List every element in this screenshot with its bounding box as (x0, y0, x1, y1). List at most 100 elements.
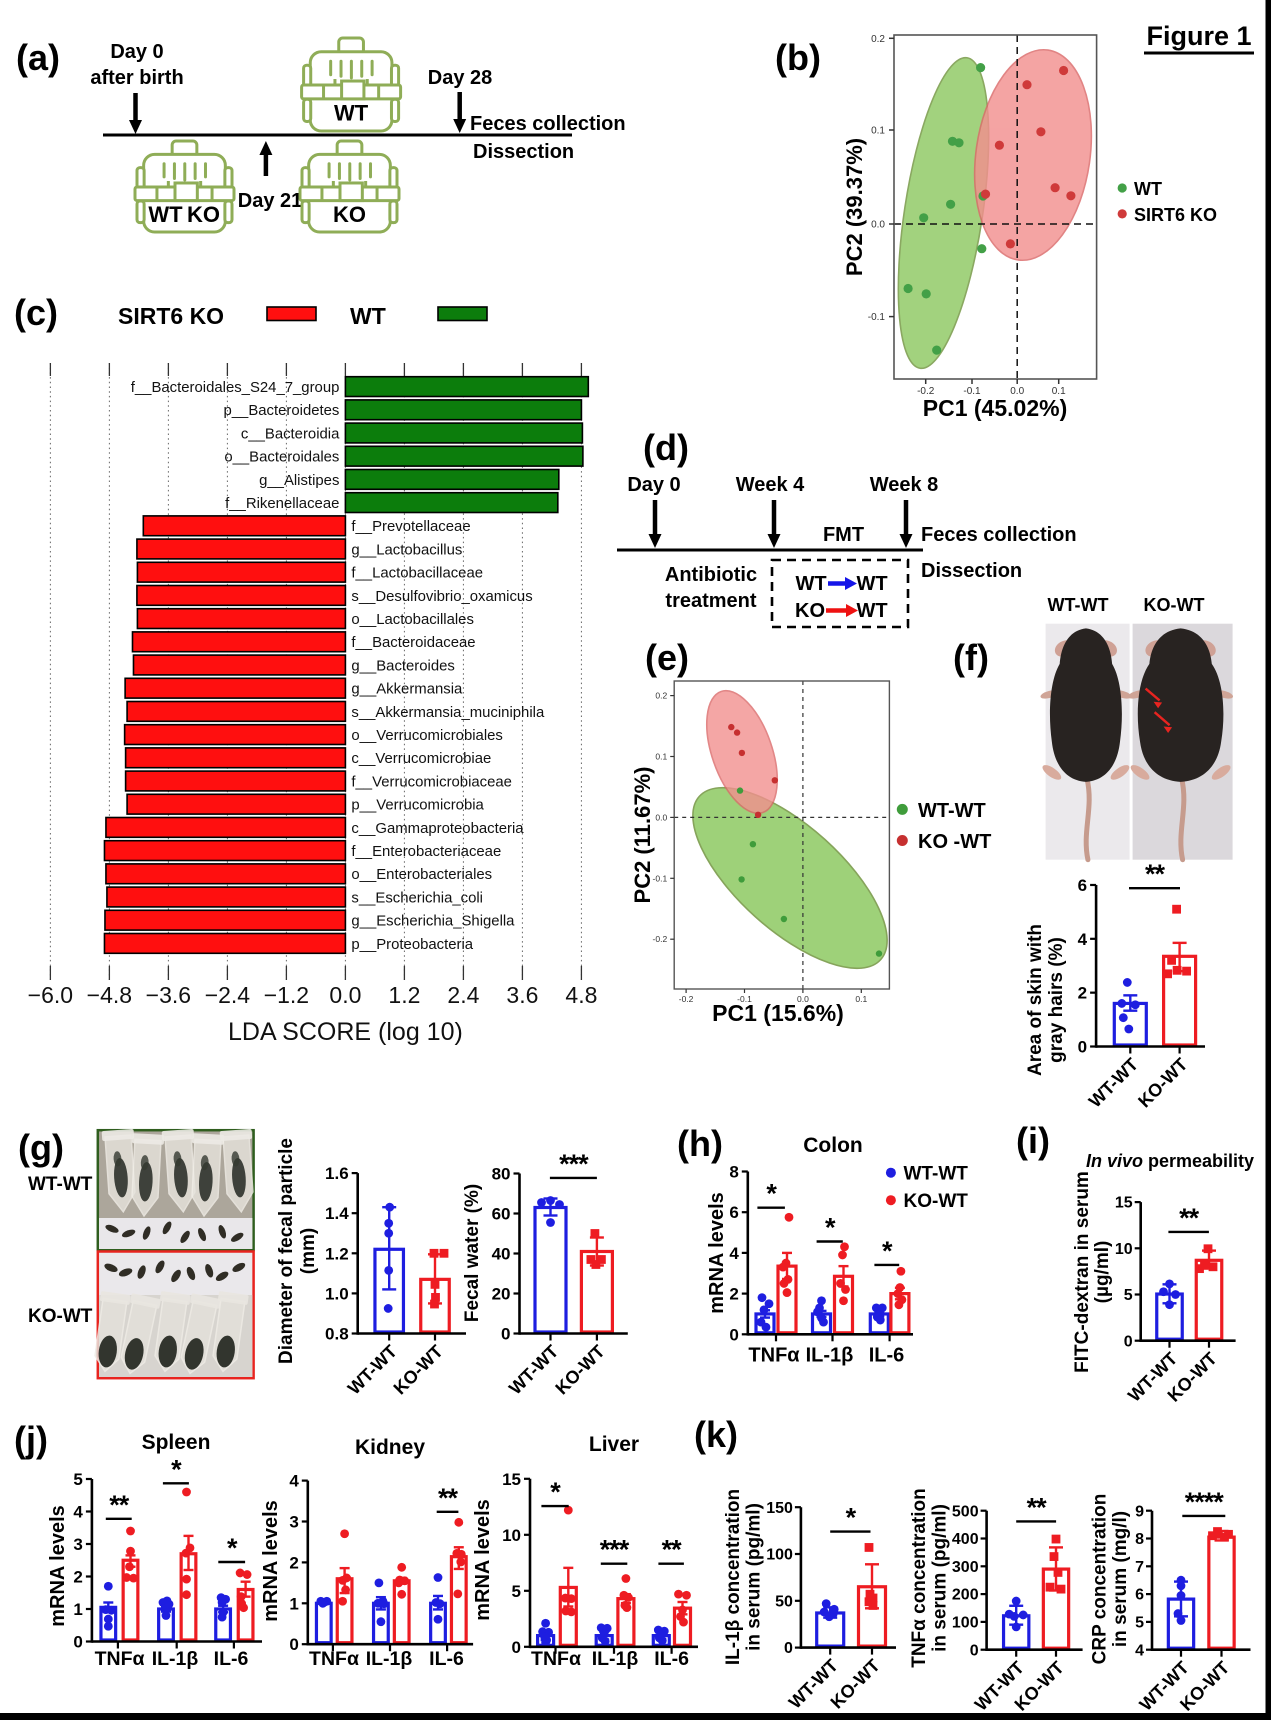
svg-text:Day 0: Day 0 (110, 41, 163, 63)
svg-text:WT-WT: WT-WT (1048, 595, 1109, 615)
svg-text:Diameter of fecal particle: Diameter of fecal particle (276, 1138, 297, 1364)
svg-text:Dissection: Dissection (473, 141, 574, 163)
svg-text:TNFα: TNFα (531, 1648, 581, 1670)
svg-text:10: 10 (1115, 1241, 1133, 1258)
svg-text:KO: KO (187, 202, 220, 227)
svg-text:TNFα: TNFα (748, 1344, 800, 1366)
svg-text:c__Gammaproteobacteria: c__Gammaproteobacteria (351, 821, 524, 837)
svg-text:(µg/ml): (µg/ml) (1092, 1241, 1113, 1304)
svg-text:(c): (c) (14, 292, 58, 333)
svg-text:treatment: treatment (665, 590, 756, 612)
svg-text:0: 0 (1124, 1333, 1133, 1350)
svg-text:p__Bacteroidetes: p__Bacteroidetes (223, 403, 339, 419)
svg-text:150: 150 (766, 1500, 793, 1517)
svg-text:15: 15 (1115, 1195, 1133, 1212)
svg-text:−6.0: −6.0 (28, 982, 73, 1008)
svg-text:o__Enterobacteriales: o__Enterobacteriales (351, 867, 492, 883)
svg-text:****: **** (1185, 1487, 1225, 1517)
svg-text:-0.2: -0.2 (917, 386, 935, 397)
svg-text:WT-WT: WT-WT (918, 800, 986, 822)
svg-text:KO-WT: KO-WT (1144, 595, 1205, 615)
svg-text:o__Bacteroidales: o__Bacteroidales (224, 450, 339, 466)
svg-text:**: ** (662, 1535, 683, 1565)
svg-text:0: 0 (501, 1324, 510, 1343)
svg-text:Kidney: Kidney (355, 1436, 425, 1459)
svg-text:10: 10 (502, 1526, 521, 1545)
svg-text:s__Akkermansia_muciniphila: s__Akkermansia_muciniphila (351, 705, 545, 721)
svg-text:Feces collection: Feces collection (921, 524, 1077, 546)
svg-text:IL-1β concentration: IL-1β concentration (723, 1489, 744, 1665)
svg-text:0.8: 0.8 (325, 1324, 349, 1343)
svg-text:WT: WT (1134, 179, 1162, 199)
svg-text:3: 3 (289, 1512, 298, 1531)
svg-text:f__Bacteroidaceae: f__Bacteroidaceae (351, 635, 475, 651)
svg-text:WT: WT (148, 202, 183, 227)
svg-text:IL-6: IL-6 (429, 1648, 464, 1670)
svg-text:0: 0 (289, 1635, 298, 1654)
svg-text:f__Lactobacillaceae: f__Lactobacillaceae (351, 566, 483, 582)
svg-text:-0.2: -0.2 (653, 934, 668, 944)
svg-text:Figure 1: Figure 1 (1146, 21, 1251, 51)
svg-text:0.0: 0.0 (1010, 386, 1024, 397)
svg-text:3: 3 (73, 1535, 82, 1554)
svg-text:4: 4 (1078, 930, 1088, 949)
svg-text:20: 20 (492, 1284, 511, 1303)
svg-text:Feces collection: Feces collection (470, 113, 626, 135)
svg-text:400: 400 (952, 1531, 979, 1548)
svg-text:IL-1β: IL-1β (592, 1648, 639, 1670)
svg-text:0.0: 0.0 (655, 812, 667, 822)
svg-text:6: 6 (729, 1203, 738, 1222)
svg-text:in serum (pg/ml): in serum (pg/ml) (744, 1503, 765, 1651)
svg-text:*: * (550, 1477, 561, 1507)
svg-text:WT: WT (856, 600, 887, 622)
svg-text:WT: WT (856, 573, 887, 595)
svg-text:o__Lactobacillales: o__Lactobacillales (351, 612, 474, 628)
svg-text:WT-WT: WT-WT (904, 1164, 969, 1185)
svg-text:50: 50 (775, 1593, 793, 1610)
svg-text:0.0: 0.0 (797, 994, 809, 1004)
svg-text:0.1: 0.1 (1052, 386, 1066, 397)
svg-text:1: 1 (289, 1594, 298, 1613)
svg-text:100: 100 (952, 1615, 979, 1632)
svg-text:80: 80 (492, 1164, 511, 1183)
svg-text:1.0: 1.0 (325, 1284, 349, 1303)
svg-text:4: 4 (729, 1244, 739, 1263)
svg-text:200: 200 (952, 1587, 979, 1604)
svg-text:IL-6: IL-6 (869, 1344, 905, 1366)
svg-text:Dissection: Dissection (921, 560, 1022, 582)
svg-text:Spleen: Spleen (142, 1431, 211, 1454)
svg-text:−3.6: −3.6 (146, 982, 191, 1008)
svg-text:(i): (i) (1016, 1120, 1050, 1161)
svg-text:g__Escherichia_Shigella: g__Escherichia_Shigella (351, 914, 515, 930)
svg-text:(h): (h) (677, 1123, 723, 1164)
svg-text:In vivo permeability: In vivo permeability (1086, 1151, 1254, 1171)
svg-text:0.0: 0.0 (871, 220, 885, 231)
svg-text:0.1: 0.1 (655, 752, 667, 762)
svg-text:0.1: 0.1 (871, 126, 885, 137)
svg-text:*: * (846, 1503, 857, 1533)
svg-text:2: 2 (73, 1567, 82, 1586)
svg-text:SIRT6 KO: SIRT6 KO (118, 303, 224, 329)
svg-text:1.6: 1.6 (325, 1164, 349, 1183)
svg-text:**: ** (1179, 1203, 1200, 1233)
svg-text:Week 8: Week 8 (870, 474, 939, 496)
svg-text:9: 9 (1135, 1503, 1144, 1520)
svg-text:mRNA levels: mRNA levels (47, 1505, 69, 1627)
svg-text:s__Escherichia_coli: s__Escherichia_coli (351, 890, 483, 906)
svg-text:2: 2 (289, 1553, 298, 1572)
svg-text:4.8: 4.8 (565, 982, 597, 1008)
svg-text:mRNA levels: mRNA levels (706, 1192, 728, 1314)
svg-text:2: 2 (1078, 984, 1087, 1003)
svg-text:g__Akkermansia: g__Akkermansia (351, 682, 463, 698)
svg-text:Antibiotic: Antibiotic (665, 564, 757, 586)
svg-text:TNFα concentration: TNFα concentration (909, 1488, 930, 1668)
svg-text:(e): (e) (645, 637, 689, 678)
svg-text:*: * (766, 1179, 777, 1209)
svg-text:g__Bacteroides: g__Bacteroides (351, 658, 454, 674)
svg-text:4: 4 (1135, 1642, 1144, 1659)
svg-text:(g): (g) (18, 1127, 64, 1168)
svg-text:−1.2: −1.2 (264, 982, 309, 1008)
svg-text:***: *** (559, 1149, 589, 1179)
svg-text:WT: WT (795, 573, 826, 595)
svg-text:Week 4: Week 4 (736, 474, 805, 496)
